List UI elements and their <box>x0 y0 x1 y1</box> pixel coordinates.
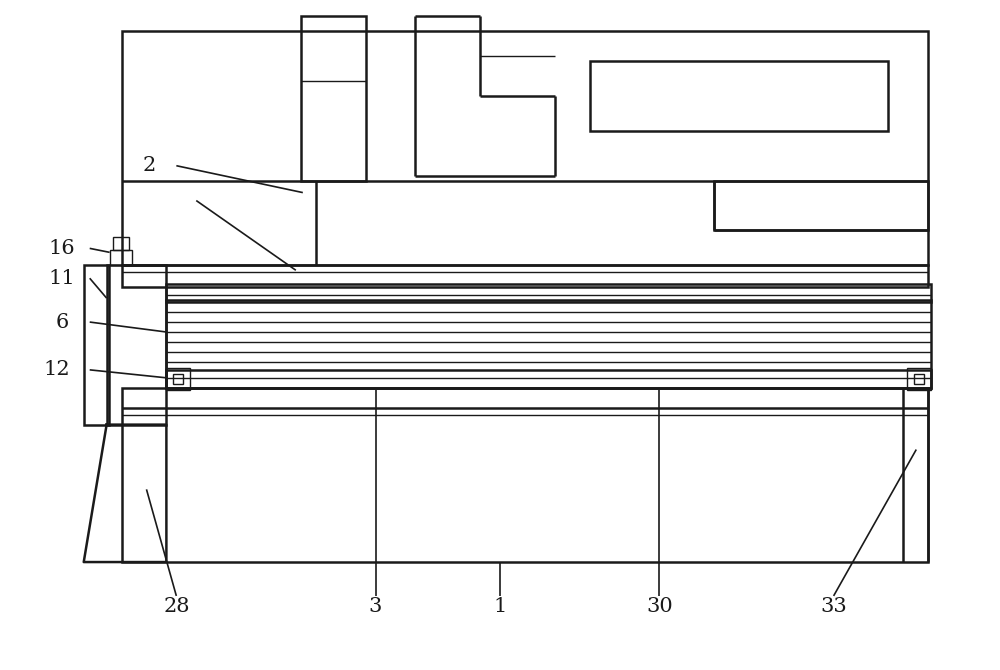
Bar <box>166 370 931 388</box>
Bar <box>110 251 132 265</box>
Text: 28: 28 <box>163 598 190 616</box>
Bar <box>122 265 928 287</box>
Text: 33: 33 <box>820 598 847 616</box>
Bar <box>122 388 928 562</box>
Bar <box>173 374 183 384</box>
Bar <box>166 284 931 302</box>
Bar <box>107 265 166 425</box>
Bar <box>84 265 109 425</box>
Text: 12: 12 <box>44 360 70 379</box>
Text: 1: 1 <box>493 598 507 616</box>
Bar <box>122 31 928 265</box>
Bar <box>590 61 888 131</box>
Text: 11: 11 <box>48 269 75 287</box>
Bar <box>714 181 928 230</box>
Text: 2: 2 <box>143 156 156 175</box>
Bar <box>166 368 190 390</box>
Text: 16: 16 <box>49 239 75 258</box>
Bar <box>113 237 129 251</box>
Bar <box>166 300 931 388</box>
Text: 30: 30 <box>646 598 673 616</box>
Text: 6: 6 <box>55 312 68 332</box>
Bar <box>907 368 931 390</box>
Text: 3: 3 <box>369 598 382 616</box>
Bar <box>301 16 366 181</box>
Bar <box>914 374 924 384</box>
